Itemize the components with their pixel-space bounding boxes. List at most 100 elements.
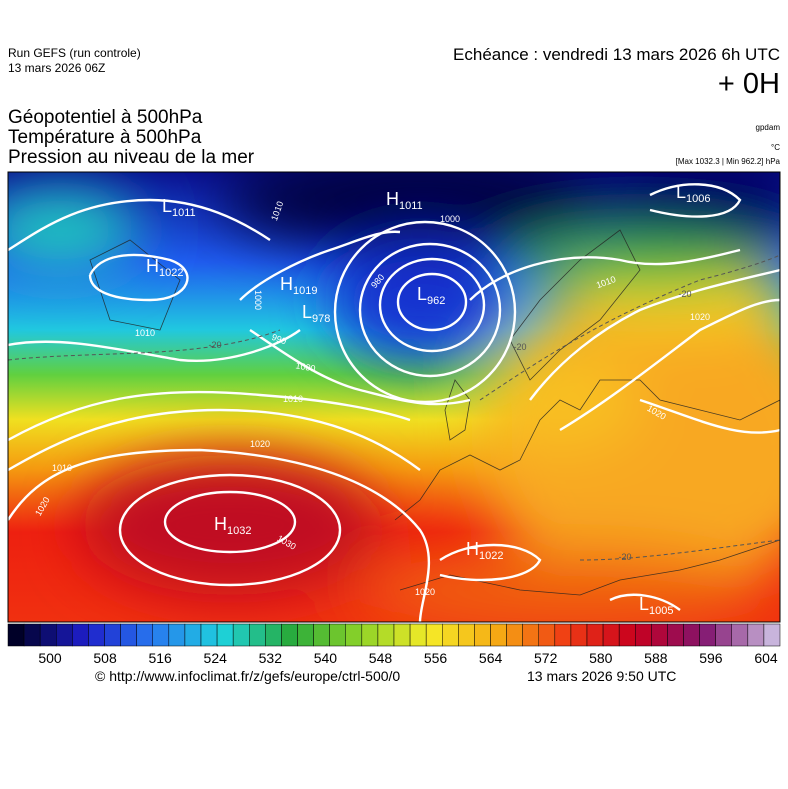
colorbar-cell (345, 623, 363, 647)
run-name: Run GEFS (run controle) (8, 46, 141, 60)
colorbar-cell (152, 623, 170, 647)
pressure-centre: H1032 (214, 514, 251, 537)
isobar-label: 1010 (52, 463, 72, 473)
colorbar-label: 604 (754, 650, 778, 666)
colorbar-label: 580 (589, 650, 613, 666)
title: Pression au niveau de la mer (8, 147, 255, 168)
colorbar-cell (635, 623, 652, 647)
isobar-label: 1020 (690, 312, 710, 322)
colorbar-cell (522, 623, 540, 647)
colorbar-cell (683, 623, 700, 647)
colorbar-label: 572 (534, 650, 558, 666)
colorbar-label: 564 (479, 650, 503, 666)
colorbar-cell (763, 623, 781, 647)
pressure-centre: H1022 (466, 539, 503, 562)
centre-letter: H (386, 189, 399, 209)
centre-value: 1022 (159, 267, 183, 279)
isobar-label: 1000 (295, 360, 316, 373)
map: 500 508 516 524 532 540 548 556 564 572 580 588 596 6… (7, 171, 781, 666)
colorbar-cell (232, 623, 250, 647)
colorbar-cell (216, 623, 234, 647)
centre-value: 1005 (649, 605, 673, 617)
colorbar-cell (56, 623, 73, 647)
colorbar-cell (506, 623, 523, 647)
centre-value: 1011 (172, 207, 196, 219)
pressure-centre: H1011 (386, 189, 423, 212)
colorbar-cell (409, 623, 427, 647)
colorbar-label: 588 (644, 650, 668, 666)
temperature-label: -20 (618, 552, 631, 562)
centre-value: 962 (427, 295, 445, 307)
colorbar-cell (393, 623, 411, 647)
colorbar-cell (602, 623, 620, 647)
colorbar-label: 532 (259, 650, 283, 666)
temperature-label: -20 (208, 340, 221, 350)
colorbar-label: 548 (369, 650, 393, 666)
isobar-label: 1020 (250, 439, 270, 449)
centre-value: 1019 (293, 285, 317, 297)
colorbar-cell (570, 623, 588, 647)
run-date: 13 mars 2026 06Z (8, 61, 106, 75)
centre-letter: H (466, 539, 479, 559)
colorbar-label: 540 (314, 650, 338, 666)
centre-letter: H (146, 256, 159, 276)
centre-letter: L (639, 594, 649, 614)
colorbar-cell (651, 623, 668, 647)
colorbar-label: 596 (699, 650, 723, 666)
colorbar: 500 508 516 524 532 540 548 556 564 572 580 588 596 6… (7, 623, 781, 666)
colorbar-cell (297, 623, 314, 647)
unit: gpdam (755, 123, 780, 132)
colorbar-cell (425, 623, 443, 647)
isobar-label: 1010 (283, 394, 303, 404)
colorbar-cell (715, 623, 733, 647)
valid-time: Echéance : vendredi 13 mars 2026 6h UTC (453, 45, 780, 64)
centre-value: 1006 (686, 193, 710, 205)
isobar-label: 1020 (415, 587, 435, 597)
colorbar-cell (554, 623, 572, 647)
colorbar-cell (731, 623, 749, 647)
pressure-centre: L1006 (676, 182, 711, 205)
centre-letter: H (280, 274, 293, 294)
colorbar-cell (7, 623, 25, 647)
colorbar-label: 556 (424, 650, 448, 666)
centre-letter: H (214, 514, 227, 534)
centre-value: 1011 (399, 200, 423, 212)
colorbar-cell (184, 623, 202, 647)
title: Géopotentiel à 500hPa (8, 107, 203, 128)
pressure-centre: H1019 (280, 274, 317, 297)
colorbar-cell (699, 623, 716, 647)
colorbar-cell (136, 623, 154, 647)
pressure-centre: L962 (417, 284, 445, 307)
unit: [Max 1032.3 | Min 962.2] hPa (675, 157, 780, 166)
pressure-centre: H1022 (146, 256, 183, 279)
unit: °C (771, 143, 780, 152)
colorbar-label: 508 (93, 650, 117, 666)
title: Température à 500hPa (8, 127, 202, 148)
colorbar-cell (747, 623, 765, 647)
colorbar-cell (265, 623, 282, 647)
isobar-label: 1000 (440, 214, 460, 224)
colorbar-cell (39, 623, 57, 647)
field (8, 172, 780, 622)
temperature-label: -20 (513, 342, 526, 352)
centre-value: 1032 (227, 525, 251, 537)
colorbar-cell (200, 623, 218, 647)
colorbar-label: 500 (38, 650, 62, 666)
colorbar-cell (474, 623, 491, 647)
source: © http://www.infoclimat.fr/z/gefs/europe… (95, 668, 401, 684)
colorbar-label: 524 (204, 650, 228, 666)
generated: 13 mars 2026 9:50 UTC (527, 668, 677, 684)
colorbar-cell (538, 623, 556, 647)
centre-letter: L (302, 302, 312, 322)
centre-letter: L (162, 196, 172, 216)
colorbar-cell (490, 623, 507, 647)
colorbar-cell (72, 623, 89, 647)
colorbar-cell (23, 623, 41, 647)
colorbar-cell (88, 623, 105, 647)
centre-letter: L (676, 182, 686, 202)
colorbar-cell (281, 623, 298, 647)
colorbar-cell (120, 623, 137, 647)
colorbar-cell (586, 623, 604, 647)
colorbar-cell (458, 623, 475, 647)
